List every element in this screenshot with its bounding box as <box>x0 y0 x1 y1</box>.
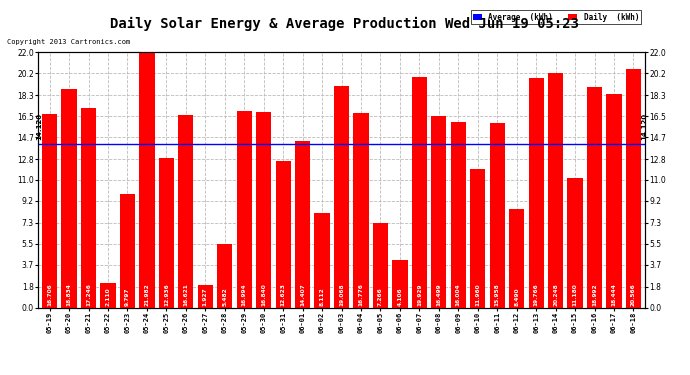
Bar <box>81 108 96 307</box>
Text: 16.776: 16.776 <box>359 283 364 306</box>
Text: Daily Solar Energy & Average Production Wed Jun 19 05:23: Daily Solar Energy & Average Production … <box>110 17 580 31</box>
Text: 18.992: 18.992 <box>592 283 597 306</box>
Bar <box>587 87 602 308</box>
Text: 16.994: 16.994 <box>241 283 247 306</box>
Text: 2.110: 2.110 <box>106 287 110 306</box>
Text: 8.490: 8.490 <box>514 287 519 306</box>
Text: 21.982: 21.982 <box>144 283 150 306</box>
Bar <box>61 89 77 308</box>
Bar <box>626 69 641 308</box>
Text: 19.929: 19.929 <box>417 283 422 306</box>
Text: 12.623: 12.623 <box>281 283 286 306</box>
Legend: Average  (kWh), Daily  (kWh): Average (kWh), Daily (kWh) <box>471 10 641 24</box>
Text: 1.927: 1.927 <box>203 287 208 306</box>
Bar <box>217 244 233 308</box>
Bar <box>237 111 252 308</box>
Bar <box>393 260 408 308</box>
Text: 18.834: 18.834 <box>67 283 72 306</box>
Bar <box>431 116 446 308</box>
Text: 16.621: 16.621 <box>184 283 188 306</box>
Text: 14.120: 14.120 <box>36 113 42 140</box>
Bar <box>470 169 485 308</box>
Text: 14.407: 14.407 <box>300 283 305 306</box>
Bar <box>139 53 155 307</box>
Text: 15.958: 15.958 <box>495 283 500 306</box>
Bar <box>198 285 213 308</box>
Text: 16.004: 16.004 <box>456 283 461 306</box>
Bar <box>120 194 135 308</box>
Bar <box>315 213 330 308</box>
Bar <box>548 73 563 308</box>
Bar <box>159 158 174 308</box>
Bar <box>529 78 544 308</box>
Text: 12.936: 12.936 <box>164 283 169 306</box>
Bar <box>567 178 582 308</box>
Bar <box>490 123 505 308</box>
Text: 20.248: 20.248 <box>553 283 558 306</box>
Bar <box>295 141 310 308</box>
Text: 16.499: 16.499 <box>436 283 442 306</box>
Bar <box>607 94 622 308</box>
Text: 20.566: 20.566 <box>631 283 636 306</box>
Bar <box>42 114 57 308</box>
Text: Copyright 2013 Cartronics.com: Copyright 2013 Cartronics.com <box>7 39 130 45</box>
Text: 17.246: 17.246 <box>86 283 91 306</box>
Bar <box>412 76 427 308</box>
Text: 16.706: 16.706 <box>47 283 52 306</box>
Text: 19.766: 19.766 <box>533 283 539 306</box>
Bar <box>353 113 368 308</box>
Bar <box>256 112 271 308</box>
Text: 11.960: 11.960 <box>475 283 480 306</box>
Bar <box>101 283 116 308</box>
Text: 9.797: 9.797 <box>125 287 130 306</box>
Text: 18.444: 18.444 <box>611 283 616 306</box>
Text: 11.180: 11.180 <box>573 283 578 306</box>
Bar <box>373 223 388 308</box>
Text: 8.112: 8.112 <box>319 287 324 306</box>
Bar <box>178 115 193 308</box>
Bar <box>275 161 290 308</box>
Bar <box>509 209 524 308</box>
Text: 7.266: 7.266 <box>378 287 383 306</box>
Text: 16.840: 16.840 <box>262 283 266 306</box>
Text: 14.120: 14.120 <box>641 113 647 140</box>
Text: 5.482: 5.482 <box>222 287 227 306</box>
Text: 19.068: 19.068 <box>339 283 344 306</box>
Text: 4.106: 4.106 <box>397 287 402 306</box>
Bar <box>451 122 466 308</box>
Bar <box>334 87 349 308</box>
